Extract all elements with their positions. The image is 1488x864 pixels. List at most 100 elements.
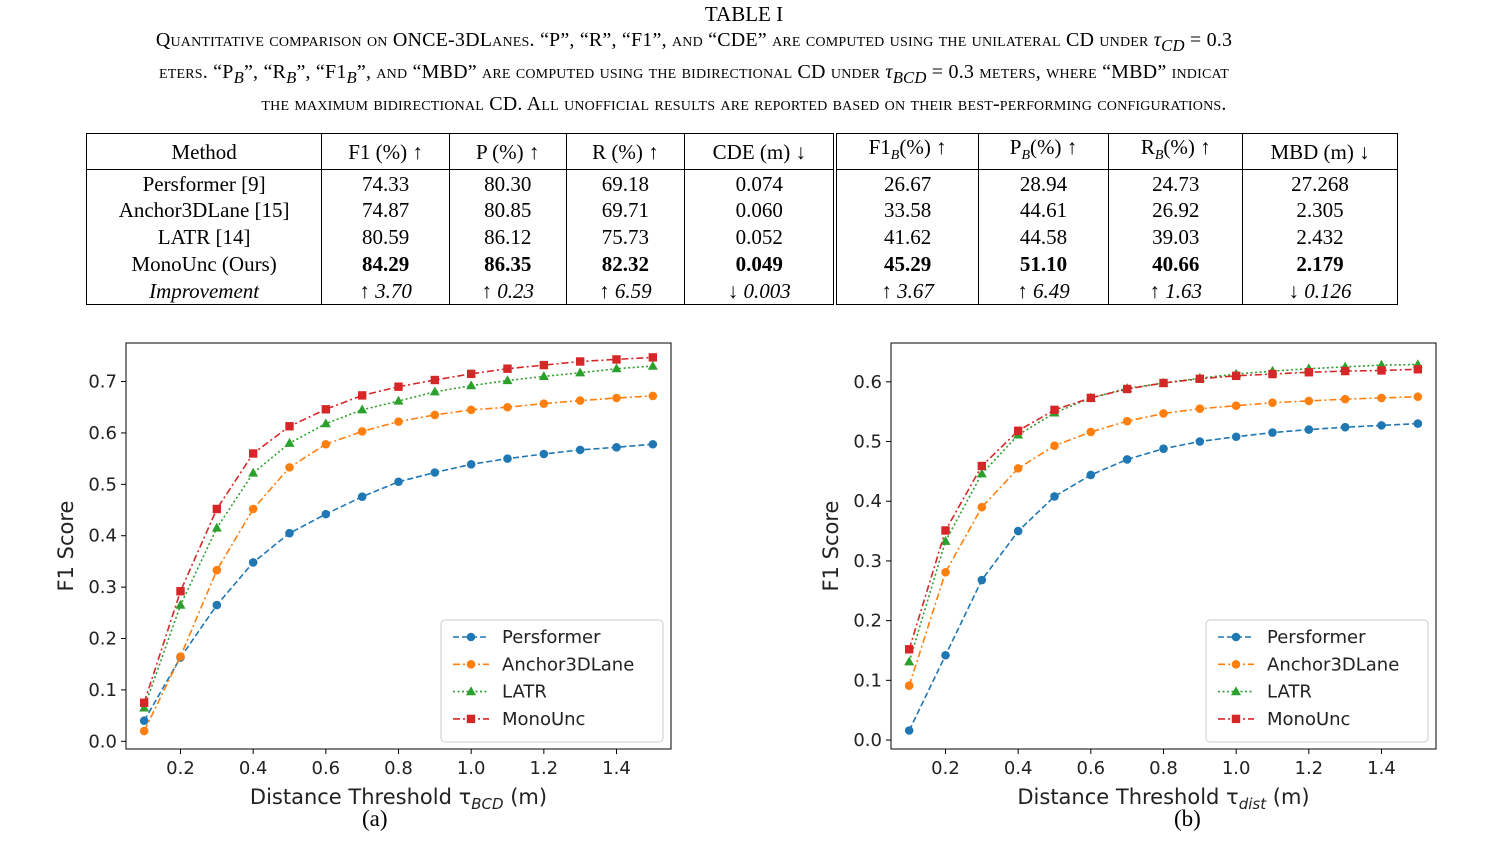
data-point — [176, 587, 185, 596]
value-cell: 44.61 — [977, 196, 1110, 224]
series-latr — [139, 360, 658, 712]
data-point — [503, 364, 512, 373]
series-line — [908, 363, 1418, 663]
y-axis-label: F1 Score — [54, 501, 78, 592]
data-point — [1340, 366, 1350, 376]
value-cell: 74.33 — [321, 169, 450, 197]
x-axis-label: Distance Threshold τdist (m) — [1017, 785, 1309, 810]
data-point — [1159, 409, 1168, 418]
data-point — [1268, 369, 1277, 379]
data-point — [941, 526, 950, 535]
data-point — [285, 528, 294, 538]
data-point — [357, 427, 367, 436]
data-point — [139, 702, 150, 712]
x-tick-label: 0.8 — [384, 758, 413, 779]
data-point — [977, 575, 987, 585]
data-point — [1195, 437, 1205, 446]
data-point — [175, 599, 186, 609]
series-anchor3dlane — [139, 391, 658, 736]
data-point — [1050, 492, 1059, 501]
y-tick-label: 0.3 — [853, 551, 882, 572]
y-tick-label: 0.4 — [853, 491, 882, 512]
x-tick-label: 1.4 — [1367, 758, 1396, 779]
data-point — [1268, 428, 1277, 437]
method-cell: Persformer [9] — [85, 169, 323, 197]
x-tick-label: 1.4 — [602, 758, 631, 779]
data-point — [904, 656, 915, 666]
y-tick-label: 0.0 — [853, 730, 882, 751]
legend-label: LATR — [502, 682, 547, 703]
x-tick-label: 1.0 — [1222, 758, 1251, 779]
subfig-label-b: (b) — [1174, 806, 1201, 831]
method-cell: LATR [14] — [85, 223, 323, 251]
data-point — [1413, 419, 1423, 428]
data-point — [248, 558, 258, 567]
data-point — [904, 681, 914, 691]
method-cell: Improvement — [85, 277, 323, 306]
value-cell: 69.71 — [565, 196, 686, 224]
series-persformer — [139, 439, 658, 726]
data-point — [538, 371, 549, 381]
data-point — [977, 461, 987, 471]
data-point — [1013, 464, 1023, 473]
data-point — [1340, 394, 1350, 404]
data-point — [321, 439, 331, 449]
series-line — [908, 368, 1418, 650]
data-point — [941, 650, 950, 660]
value-cell: ↑ 6.49 — [977, 277, 1110, 306]
x-axis-label: Distance Threshold τBCD (m) — [250, 785, 547, 810]
legend-label: LATR — [1267, 682, 1312, 703]
chart-b-svg: 0.2 0.4 0.6 0.8 1.0 1.2 1.4 0.0 0.1 0.2 0.3 0.4 0.5 0… — [819, 342, 1437, 810]
value-cell: 33.58 — [834, 196, 979, 224]
value-cell: 84.29 — [321, 250, 450, 278]
data-point — [1086, 470, 1096, 480]
data-point — [575, 396, 585, 405]
data-point — [430, 410, 440, 420]
y-tick-label: 0.2 — [88, 629, 117, 650]
data-point — [1231, 432, 1241, 442]
legend-label: Persformer — [502, 627, 601, 648]
value-cell: 2.432 — [1242, 223, 1398, 251]
x-tick-label: 1.2 — [1295, 758, 1324, 779]
value-cell: 26.67 — [834, 169, 979, 197]
value-cell: 28.94 — [977, 169, 1110, 197]
y-tick-label: 0.1 — [88, 680, 117, 701]
results-table: Method F1 (%) ↑ P (%) ↑ R (%) ↑ CDE (m) … — [85, 132, 1398, 306]
data-point — [1050, 441, 1059, 450]
y-tick-label: 0.3 — [88, 577, 117, 598]
legend-marker — [466, 714, 476, 724]
data-point — [430, 375, 440, 385]
value-cell: 82.32 — [565, 250, 686, 278]
data-point — [1340, 422, 1350, 432]
data-point — [502, 375, 513, 385]
data-point — [1231, 371, 1241, 381]
value-cell: 2.305 — [1242, 196, 1398, 224]
value-cell: 75.73 — [565, 223, 686, 251]
value-cell: ↑ 0.23 — [448, 277, 567, 306]
data-point — [575, 367, 586, 377]
data-point — [1304, 396, 1314, 406]
data-point — [393, 395, 404, 405]
value-cell: ↑ 3.67 — [834, 277, 979, 306]
chart-a-svg: 0.2 0.4 0.6 0.8 1.0 1.2 1.4 0.0 0.1 0.2 0.3 0.4 0.5 0… — [54, 342, 672, 810]
legend-marker — [1231, 632, 1241, 642]
data-point — [466, 405, 476, 415]
caption-line-3: the maximum bidirectional CD. All unoffi… — [261, 93, 1227, 115]
data-point — [394, 417, 403, 426]
legend-frame — [440, 619, 664, 743]
value-cell: 41.62 — [834, 223, 979, 251]
x-tick-label: 0.6 — [1077, 758, 1106, 779]
chart-b: 0.2 0.4 0.6 0.8 1.0 1.2 1.4 0.0 0.1 0.2 0.3 0.4 0.5 0… — [805, 330, 1465, 810]
data-point — [941, 567, 950, 577]
legend-label: MonoUnc — [1267, 709, 1350, 730]
data-point — [1159, 378, 1168, 388]
data-point — [612, 393, 621, 403]
data-point — [503, 402, 512, 412]
y-tick-label: 0.7 — [88, 372, 117, 393]
data-point — [248, 449, 258, 458]
value-cell: 69.18 — [565, 169, 686, 197]
series-monounc — [139, 353, 658, 707]
header-f1: F1 (%) ↑ — [321, 132, 450, 171]
data-point — [612, 443, 621, 452]
data-point — [1377, 421, 1386, 430]
